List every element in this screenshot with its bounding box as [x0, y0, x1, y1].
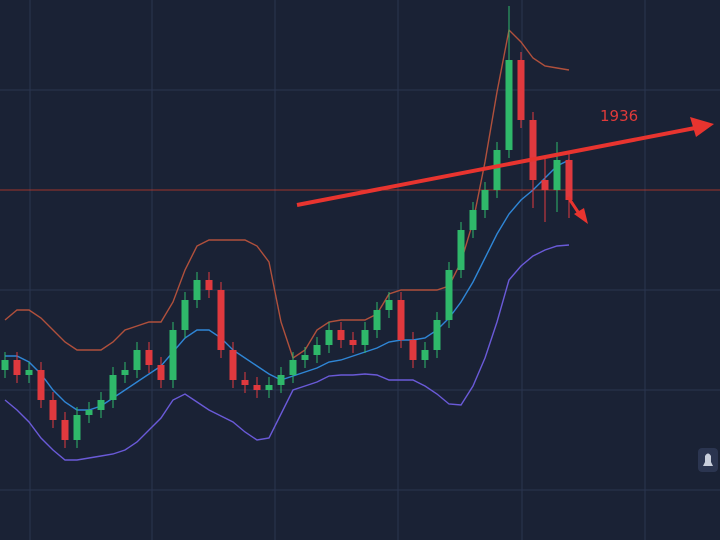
candle-body: [565, 160, 573, 200]
trend-arrow: [296, 126, 696, 207]
candle-body: [1, 360, 9, 370]
candle-body: [325, 330, 333, 345]
candle-body: [301, 355, 309, 360]
bell: [703, 453, 713, 466]
candle-body: [373, 310, 381, 330]
price-label: 1936: [600, 107, 638, 125]
candle-body: [121, 370, 129, 375]
candle-body: [169, 330, 177, 380]
candle-body: [49, 400, 57, 420]
candle-body: [205, 280, 213, 290]
candle-body: [457, 230, 465, 270]
candle-body: [97, 400, 105, 410]
arrow-head: [690, 117, 714, 137]
candle-body: [493, 150, 501, 190]
candle-body: [529, 120, 537, 180]
candle-body: [313, 345, 321, 355]
candle-body: [289, 360, 297, 375]
candle-body: [85, 410, 93, 415]
candle-body: [517, 60, 525, 120]
bell-icon: [698, 448, 718, 472]
band-line: [4, 244, 570, 461]
candle-body: [157, 365, 165, 380]
candle-body: [349, 340, 357, 345]
candle-body: [229, 350, 237, 380]
candle-body: [397, 300, 405, 340]
candle-body: [241, 380, 249, 385]
candle-body: [25, 370, 33, 375]
candle-body: [481, 190, 489, 210]
candle-body: [109, 375, 117, 400]
candle-body: [541, 180, 549, 190]
candle-body: [385, 300, 393, 310]
candle-body: [193, 280, 201, 300]
candle-body: [445, 270, 453, 320]
candle-body: [277, 375, 285, 385]
candle-body: [361, 330, 369, 345]
candle-body: [409, 340, 417, 360]
candle-body: [217, 290, 225, 350]
candle-body: [265, 385, 273, 390]
candle-body: [61, 420, 69, 440]
annotations: 1936: [296, 107, 714, 224]
candle-body: [421, 350, 429, 360]
candle-body: [253, 385, 261, 390]
candle-body: [37, 370, 45, 400]
candle-body: [505, 60, 513, 150]
plot: [0, 6, 720, 461]
candle-body: [553, 160, 561, 190]
candle-body: [181, 300, 189, 330]
arrow-head: [574, 208, 588, 224]
candle-body: [133, 350, 141, 370]
candle-body: [433, 320, 441, 350]
candle-body: [13, 360, 21, 375]
candle-body: [145, 350, 153, 365]
candle-body: [337, 330, 345, 340]
candle-body: [73, 415, 81, 440]
candle-body: [469, 210, 477, 230]
